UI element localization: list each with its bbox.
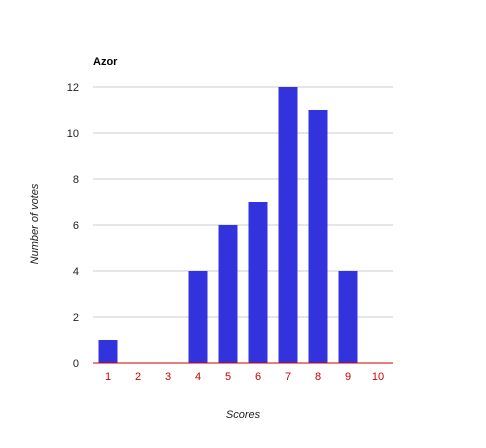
y-tick-label: 10 — [67, 128, 79, 140]
x-tick-label: 5 — [225, 371, 231, 383]
x-axis-label: Scores — [226, 409, 261, 421]
y-axis-ticks: 0 2 4 6 8 10 12 — [67, 82, 79, 370]
y-tick-label: 4 — [73, 266, 79, 278]
x-tick-label: 3 — [165, 371, 171, 383]
bars — [98, 87, 358, 363]
bar-5 — [218, 225, 238, 363]
x-tick-label: 6 — [255, 371, 261, 383]
x-tick-label: 10 — [372, 371, 384, 383]
y-tick-label: 12 — [67, 82, 79, 94]
bar-7 — [278, 87, 298, 363]
y-axis-label: Number of votes — [29, 183, 41, 264]
bar-1 — [98, 340, 118, 363]
x-tick-label: 1 — [105, 371, 111, 383]
chart-title: Azor — [93, 56, 118, 68]
y-tick-label: 8 — [73, 174, 79, 186]
x-tick-label: 2 — [135, 371, 141, 383]
bar-6 — [248, 202, 268, 363]
bar-9 — [338, 271, 358, 363]
x-tick-label: 7 — [285, 371, 291, 383]
y-tick-label: 2 — [73, 312, 79, 324]
x-tick-label: 8 — [315, 371, 321, 383]
x-axis-ticks: 1 2 3 4 5 6 7 8 9 10 — [105, 371, 384, 383]
y-tick-label: 0 — [73, 358, 79, 370]
x-tick-label: 9 — [345, 371, 351, 383]
x-tick-label: 4 — [195, 371, 201, 383]
bar-8 — [308, 110, 328, 363]
bar-4 — [188, 271, 208, 363]
y-tick-label: 6 — [73, 220, 79, 232]
